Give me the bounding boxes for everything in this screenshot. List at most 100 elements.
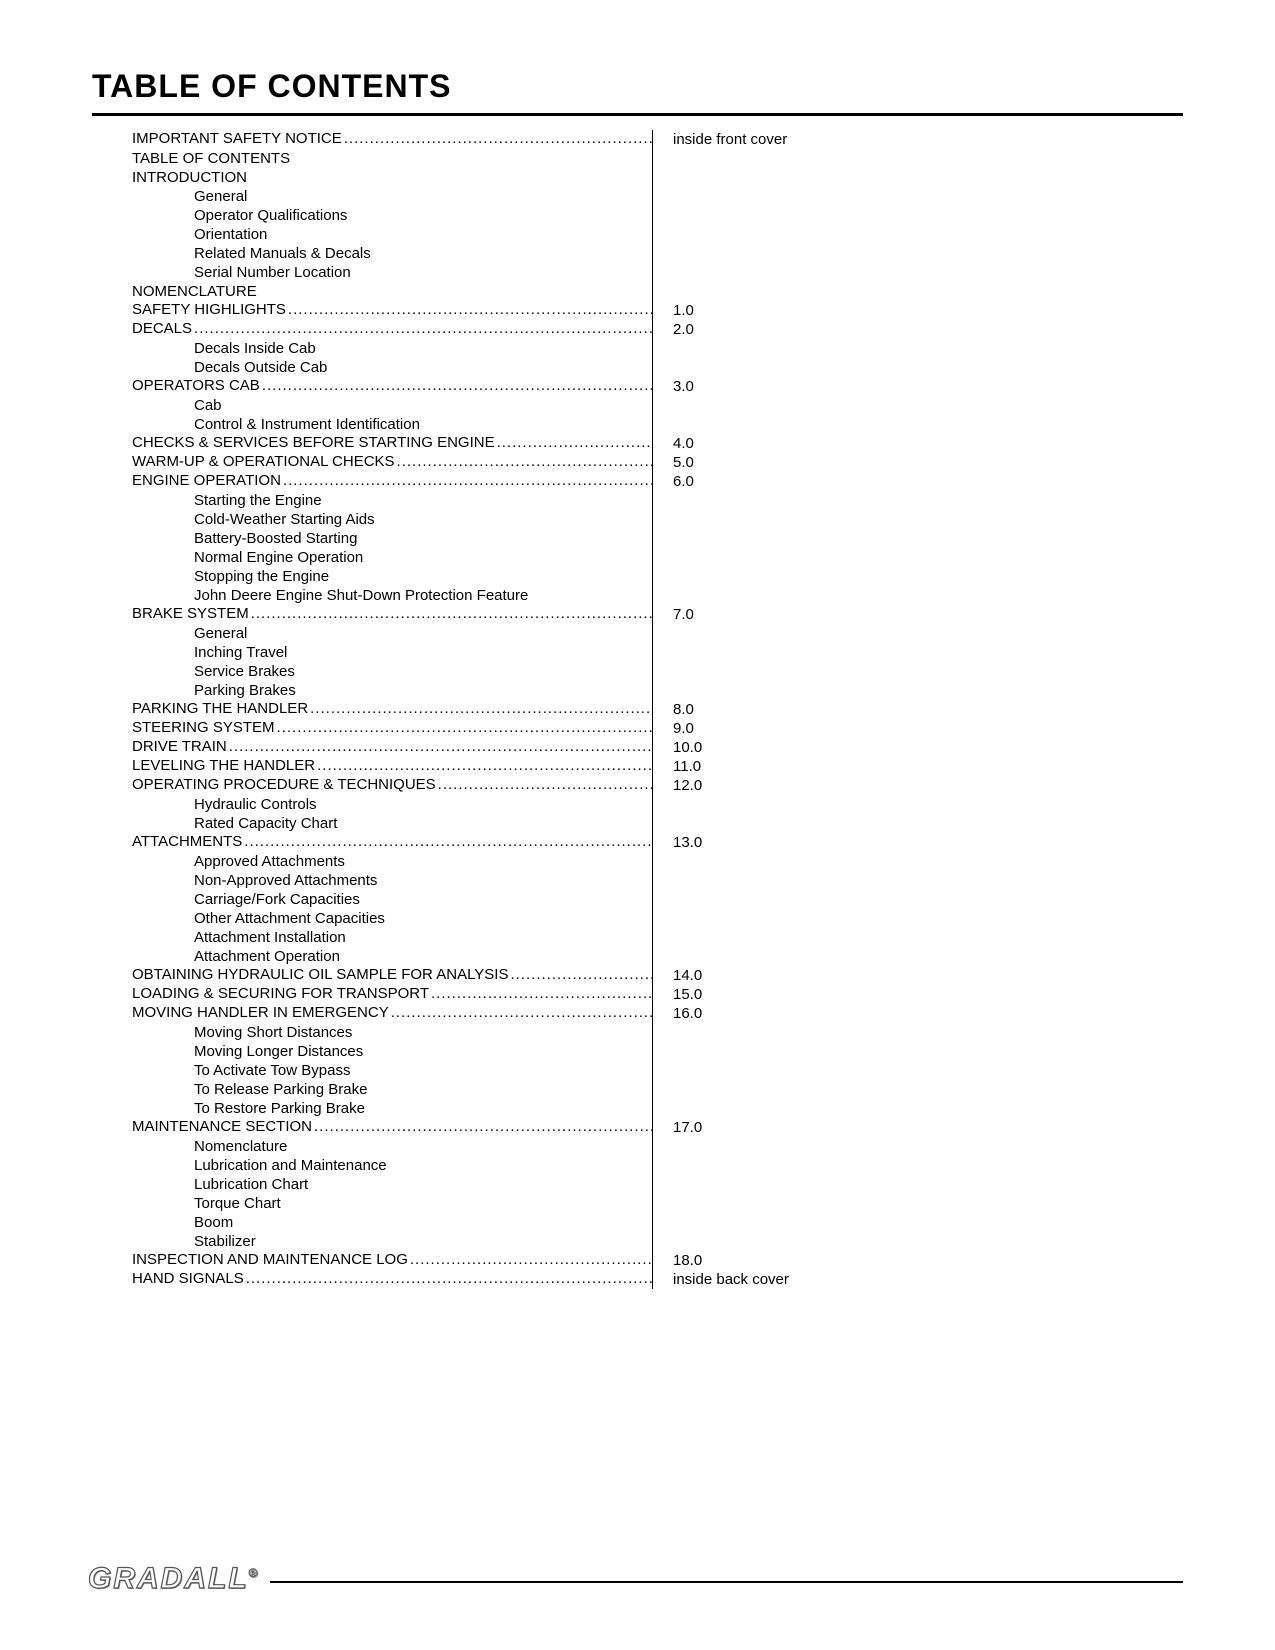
toc-subentry: Non-Approved Attachments [194,871,652,890]
toc-subentry: Other Attachment Capacities [194,909,652,928]
toc-leader-dots: ........................................… [438,776,652,795]
toc-subentry: Starting the Engine [194,491,652,510]
footer-rule [270,1581,1184,1583]
toc-entry: NOMENCLATURE [132,282,652,301]
toc-page-ref [673,643,873,662]
toc-entry: OPERATING PROCEDURE & TECHNIQUES........… [132,776,652,795]
toc-entry-label: IMPORTANT SAFETY NOTICE [132,130,344,149]
toc-page-ref: 3.0 [673,377,873,396]
toc-subentry: To Restore Parking Brake [194,1099,652,1118]
toc-entry-label: ATTACHMENTS [132,833,244,852]
toc-subentry: Operator Qualifications [194,206,652,225]
toc-entry: HAND SIGNALS............................… [132,1270,652,1289]
toc-page-ref: 2.0 [673,320,873,339]
toc-pages-column: inside front cover 1.02.0 3.0 4.05.06.0 … [653,130,873,1289]
toc-subentry: General [194,187,652,206]
toc-subentry: Normal Engine Operation [194,548,652,567]
toc-subentry: Battery-Boosted Starting [194,529,652,548]
toc-entry-label: HAND SIGNALS [132,1270,246,1289]
toc-page-ref: 15.0 [673,985,873,1004]
toc-entry: DECALS..................................… [132,320,652,339]
toc-entry-label: OBTAINING HYDRAULIC OIL SAMPLE FOR ANALY… [132,966,510,985]
toc-entry-label: MOVING HANDLER IN EMERGENCY [132,1004,391,1023]
toc-subentry: Attachment Operation [194,947,652,966]
toc-page-ref [673,871,873,890]
toc-entry: TABLE OF CONTENTS [132,149,652,168]
toc-subentry: Parking Brakes [194,681,652,700]
toc-entry-label: LOADING & SECURING FOR TRANSPORT [132,985,431,1004]
toc-page-ref [673,263,873,282]
toc-page-ref: 4.0 [673,434,873,453]
toc-entry: MAINTENANCE SECTION.....................… [132,1118,652,1137]
toc-page-ref [673,624,873,643]
toc-leader-dots: ........................................… [244,833,652,852]
toc-subentry: Lubrication and Maintenance [194,1156,652,1175]
toc-page-ref [673,244,873,263]
toc-leader-dots: ........................................… [344,130,652,149]
toc-page-ref [673,1042,873,1061]
toc-leader-dots: ........................................… [510,966,652,985]
toc-page-ref [673,1061,873,1080]
toc-page-ref: 9.0 [673,719,873,738]
toc-entry: MOVING HANDLER IN EMERGENCY.............… [132,1004,652,1023]
toc-page-ref [673,852,873,871]
toc-page-ref [673,1099,873,1118]
toc-leader-dots: ........................................… [397,453,652,472]
toc-entry: LOADING & SECURING FOR TRANSPORT........… [132,985,652,1004]
toc-entry-label: INSPECTION AND MAINTENANCE LOG [132,1251,410,1270]
toc-subentry: Serial Number Location [194,263,652,282]
toc-page-ref: inside front cover [673,130,873,149]
toc-entry-label: DECALS [132,320,194,339]
toc-page-ref: 12.0 [673,776,873,795]
toc-leader-dots: ........................................… [246,1270,652,1289]
toc-subentry: Rated Capacity Chart [194,814,652,833]
toc-page-ref: 16.0 [673,1004,873,1023]
toc-entry-label: ENGINE OPERATION [132,472,283,491]
toc-subentry: To Release Parking Brake [194,1080,652,1099]
toc-page-ref [673,567,873,586]
toc-leader-dots: ........................................… [194,320,652,339]
toc-subentry: Nomenclature [194,1137,652,1156]
toc-entry-label: CHECKS & SERVICES BEFORE STARTING ENGINE [132,434,497,453]
toc-page-ref [673,1232,873,1251]
toc-page-ref [673,149,873,168]
toc-leader-dots: ........................................… [288,301,652,320]
toc-page-ref [673,1194,873,1213]
toc-leader-dots: ........................................… [229,738,652,757]
toc-entry-label: STEERING SYSTEM [132,719,277,738]
toc-subentry: Stabilizer [194,1232,652,1251]
toc-entry: INSPECTION AND MAINTENANCE LOG..........… [132,1251,652,1270]
toc-entry: SAFETY HIGHLIGHTS.......................… [132,301,652,320]
toc-page-ref [673,529,873,548]
toc-subentry: Approved Attachments [194,852,652,871]
toc-page-ref [673,358,873,377]
toc-page-ref: 5.0 [673,453,873,472]
toc-page-ref: 18.0 [673,1251,873,1270]
toc-page-ref [673,586,873,605]
toc-leader-dots: ........................................… [310,700,652,719]
toc-page-ref [673,795,873,814]
toc-entry: WARM-UP & OPERATIONAL CHECKS............… [132,453,652,472]
toc-page-ref [673,206,873,225]
toc-page-ref: 13.0 [673,833,873,852]
toc-subentry: General [194,624,652,643]
toc-leader-dots: ........................................… [391,1004,652,1023]
toc-leader-dots: ........................................… [497,434,652,453]
toc-subentry: Related Manuals & Decals [194,244,652,263]
toc-subentry: Moving Longer Distances [194,1042,652,1061]
toc-subentry: To Activate Tow Bypass [194,1061,652,1080]
toc-leader-dots: ........................................… [283,472,652,491]
toc-entry: INTRODUCTION [132,168,652,187]
toc-page-ref [673,187,873,206]
toc-entry: CHECKS & SERVICES BEFORE STARTING ENGINE… [132,434,652,453]
toc-page-ref [673,928,873,947]
toc-entry-label: OPERATORS CAB [132,377,262,396]
toc-entry-label: BRAKE SYSTEM [132,605,251,624]
toc-page-ref [673,890,873,909]
toc-subentry: Service Brakes [194,662,652,681]
toc-entry: ATTACHMENTS.............................… [132,833,652,852]
footer: GRADALL® [88,1562,1183,1596]
toc-subentry: Inching Travel [194,643,652,662]
toc-leader-dots: ........................................… [314,1118,652,1137]
toc-leader-dots: ........................................… [262,377,652,396]
